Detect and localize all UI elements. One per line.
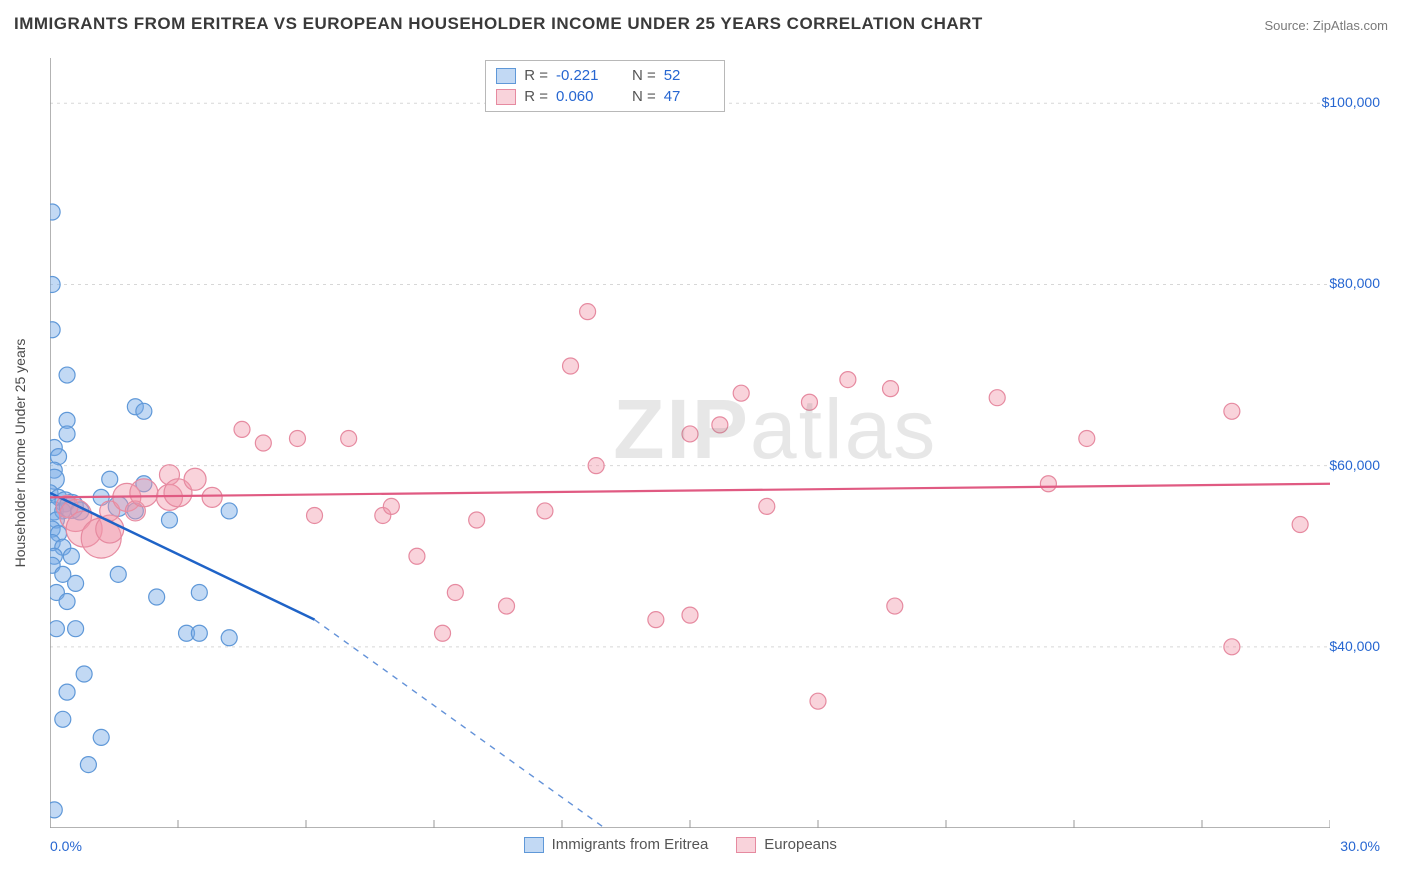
x-tick-label: 30.0% (1340, 838, 1380, 854)
series-legend: Immigrants from EritreaEuropeans (524, 836, 837, 853)
source-label: Source: ZipAtlas.com (1264, 18, 1388, 33)
y-tick-label: $40,000 (1329, 638, 1380, 654)
y-tick-label: $100,000 (1322, 94, 1380, 110)
stats-legend: R =-0.221N =52R =0.060N =47 (485, 60, 725, 112)
y-axis-label: Householder Income Under 25 years (12, 339, 28, 568)
chart-title: IMMIGRANTS FROM ERITREA VS EUROPEAN HOUS… (14, 14, 983, 34)
x-tick-label: 0.0% (50, 838, 82, 854)
chart-area: Householder Income Under 25 years ZIPatl… (50, 58, 1380, 848)
y-tick-label: $80,000 (1329, 275, 1380, 291)
scatter-plot (50, 58, 1330, 828)
y-tick-label: $60,000 (1329, 457, 1380, 473)
